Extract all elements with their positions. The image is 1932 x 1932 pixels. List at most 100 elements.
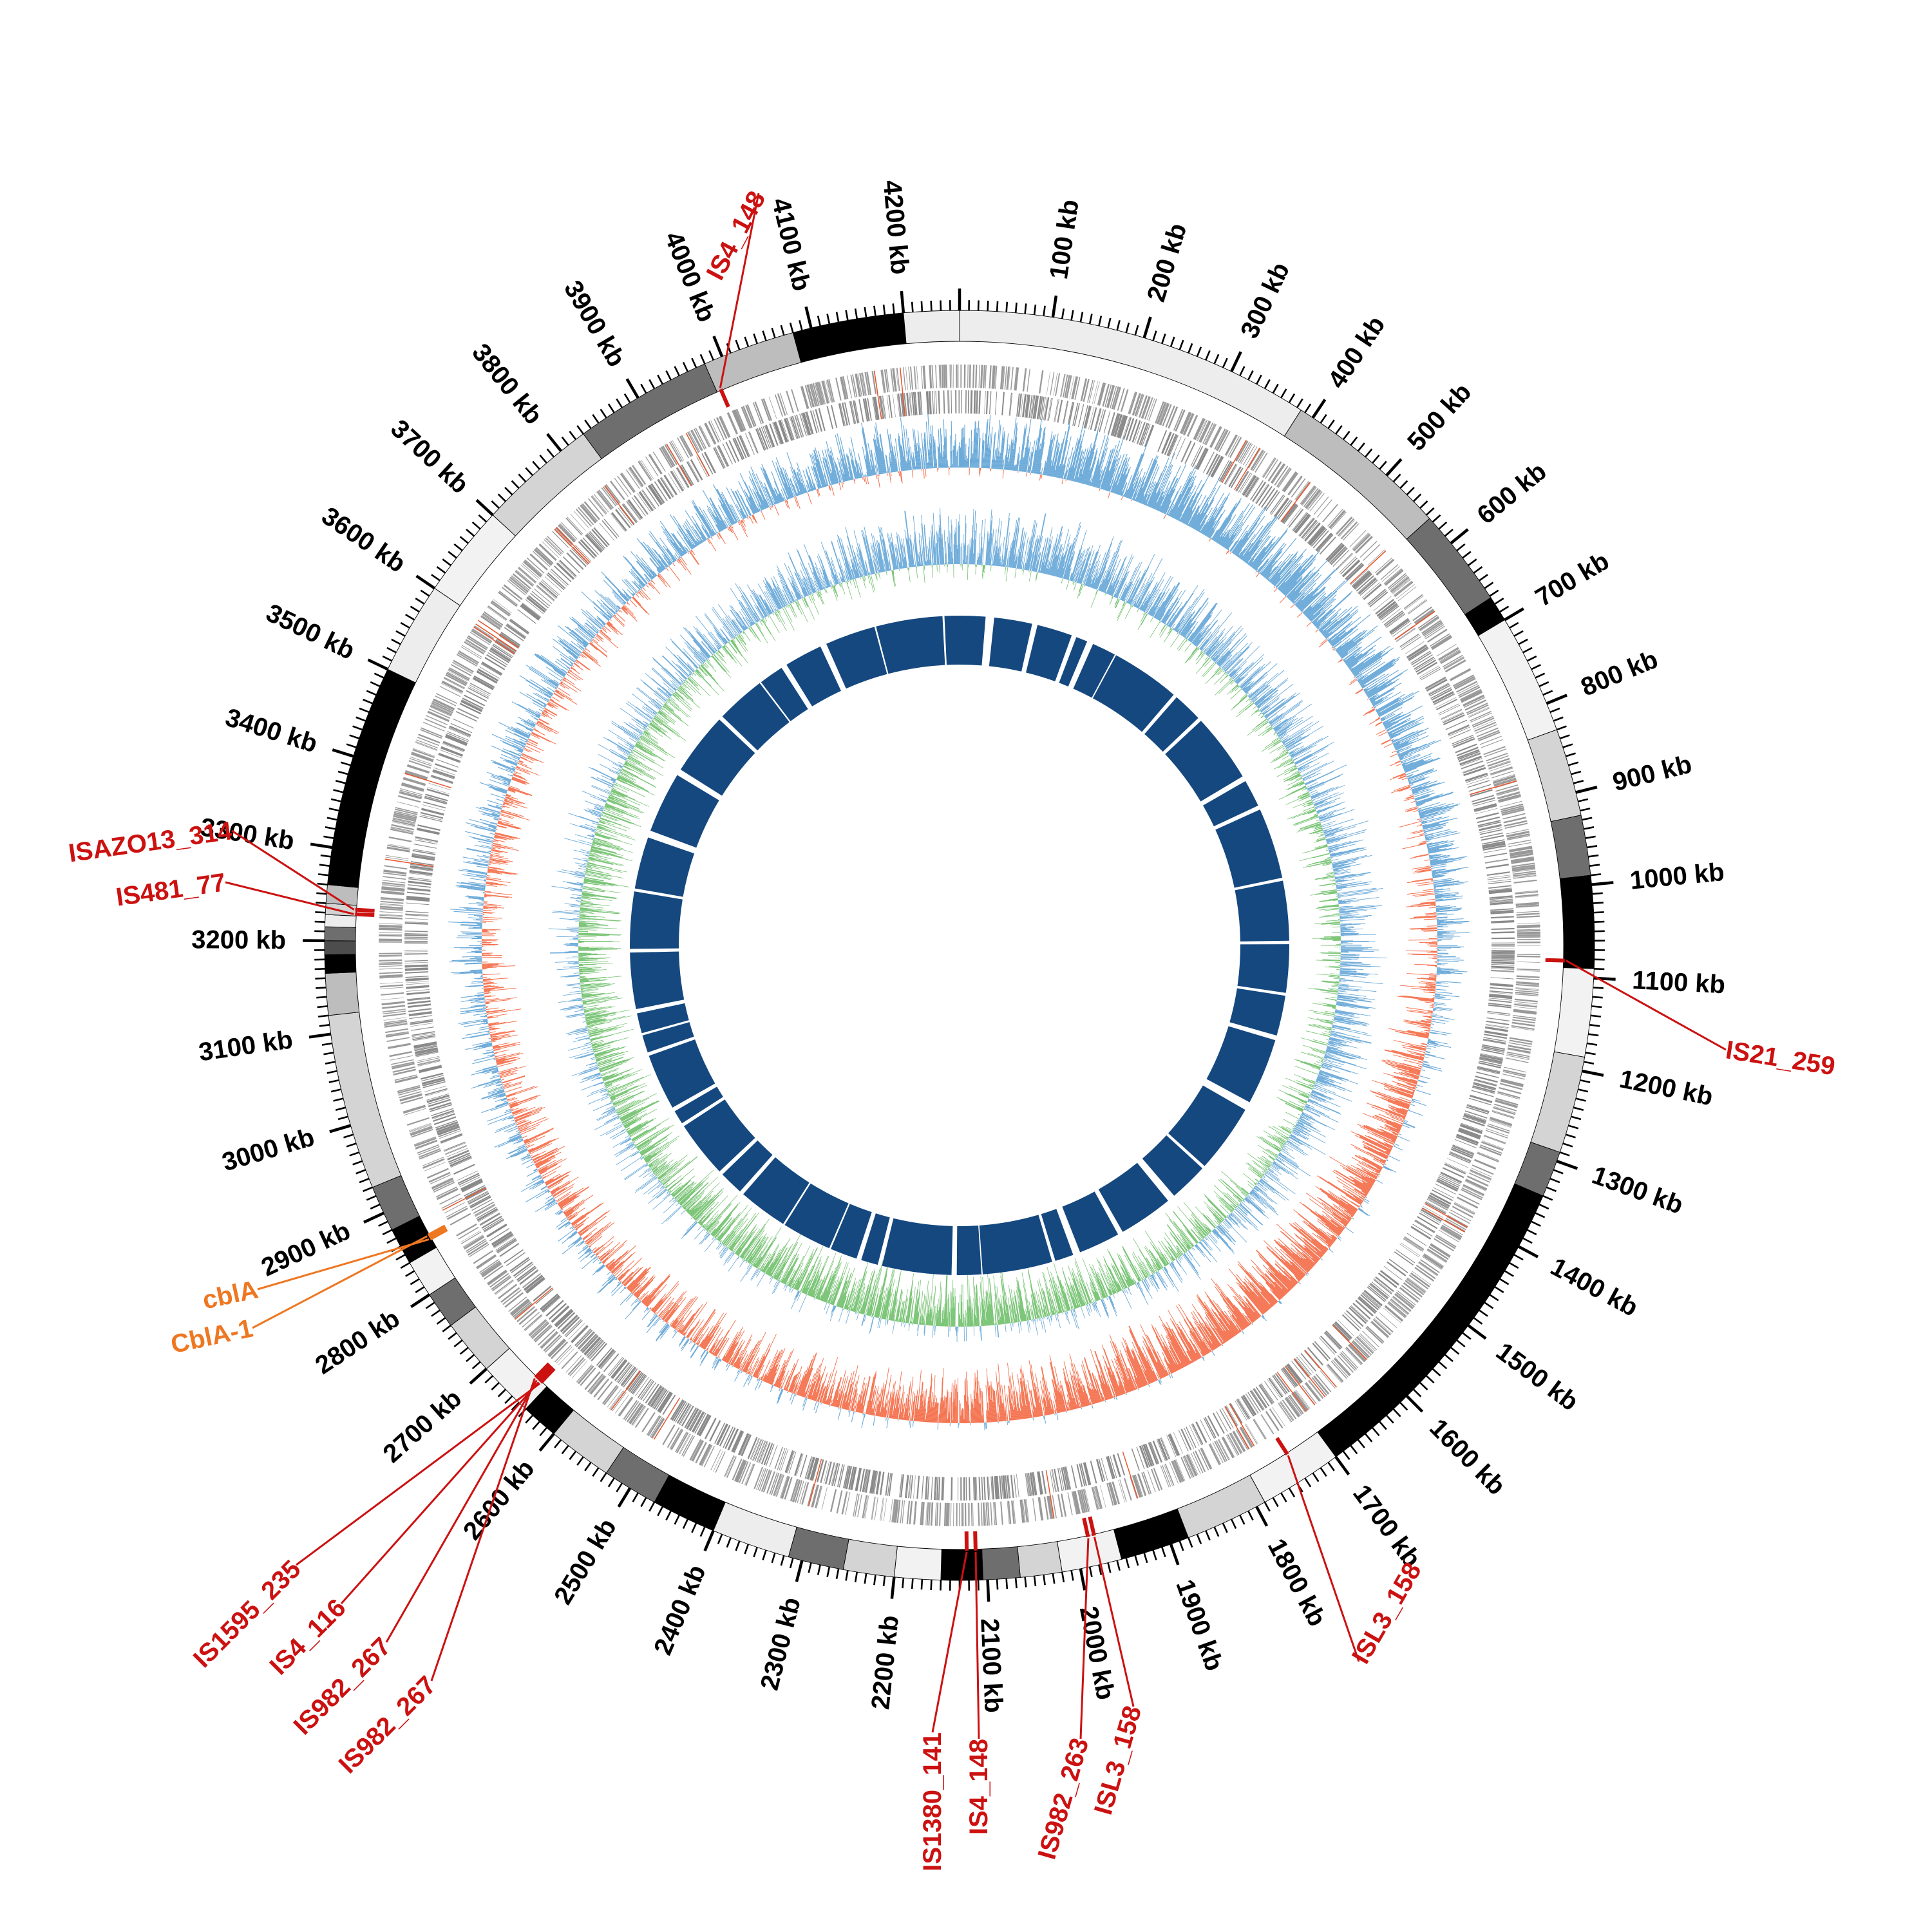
gene-feature	[1023, 394, 1027, 418]
axis-tick-label: 1000 kb	[1629, 858, 1725, 895]
gene-feature	[1036, 396, 1042, 420]
axis-minor-tick	[1509, 621, 1519, 629]
axis-minor-tick	[1573, 779, 1584, 784]
gene-feature	[1441, 708, 1463, 719]
gene-feature	[984, 365, 987, 388]
gene-feature	[1489, 895, 1513, 899]
gene-feature	[1420, 1211, 1441, 1224]
gene-feature	[1309, 527, 1325, 545]
axis-minor-tick	[448, 1332, 457, 1340]
gene-feature	[379, 981, 403, 984]
gene-feature	[1236, 1428, 1249, 1450]
axis-minor-tick	[370, 681, 381, 687]
gene-feature	[1458, 753, 1481, 762]
axis-minor-tick	[1161, 1547, 1166, 1558]
gene-feature	[1441, 709, 1463, 720]
gene-feature	[569, 1358, 586, 1377]
gc-skew-negative-bar	[1389, 761, 1401, 766]
axis-minor-tick	[532, 460, 540, 470]
gene-feature	[1405, 641, 1425, 655]
axis-minor-tick	[346, 743, 357, 748]
gene-feature	[1421, 1209, 1442, 1222]
gene-feature	[1506, 1055, 1530, 1061]
gene-feature	[1389, 618, 1409, 634]
gene-feature	[1128, 392, 1137, 415]
gene-feature	[1515, 891, 1539, 895]
axis-minor-tick	[1350, 1444, 1358, 1455]
gene-feature	[1383, 1265, 1403, 1281]
gene-feature	[1376, 601, 1396, 616]
gene-feature	[1384, 569, 1403, 585]
gene-feature	[1463, 1115, 1486, 1124]
gene-feature	[784, 1450, 793, 1473]
gene-feature	[1339, 519, 1356, 537]
gene-feature	[1340, 521, 1358, 540]
gene-feature	[1457, 749, 1480, 759]
gc-skew-negative-bar	[1411, 878, 1433, 882]
gene-feature	[1448, 725, 1470, 735]
gene-feature	[1463, 1117, 1485, 1126]
axis-minor-tick	[400, 621, 410, 629]
gene-feature	[404, 930, 428, 933]
gene-feature	[1218, 1439, 1230, 1460]
gene-feature	[1467, 1175, 1489, 1186]
gene-feature	[1413, 607, 1432, 621]
gene-feature	[1179, 412, 1190, 433]
gene-feature	[1405, 1280, 1425, 1296]
gene-feature	[1392, 578, 1410, 594]
gene-feature	[1503, 1066, 1527, 1073]
gene-feature	[1245, 1393, 1259, 1414]
gc-skew-positive-bar	[1436, 918, 1464, 921]
gene-feature	[1146, 398, 1155, 421]
gene-feature	[1428, 683, 1449, 694]
axis-minor-tick	[436, 566, 446, 574]
gene-feature	[1180, 1428, 1192, 1451]
gene-feature	[1094, 1486, 1101, 1510]
gene-feature	[457, 652, 478, 665]
gene-feature	[709, 1420, 721, 1441]
axis-tick-label: 2900 kb	[257, 1217, 355, 1282]
gene-feature	[1316, 499, 1332, 518]
gene-feature	[1132, 420, 1141, 443]
gene-feature	[975, 365, 978, 388]
gene-feature	[1493, 1106, 1516, 1113]
gene-feature	[710, 1449, 721, 1471]
axis-minor-tick	[321, 1042, 333, 1046]
gene-feature	[1491, 969, 1515, 972]
gene-feature	[1450, 669, 1472, 681]
gc-skew-negative-bar	[1424, 918, 1437, 920]
gene-feature	[1131, 1448, 1140, 1471]
gene-feature	[916, 366, 919, 390]
gene-feature	[971, 390, 973, 414]
axis-major-tick	[1518, 1245, 1539, 1258]
axis-minor-tick	[1593, 987, 1604, 989]
axis-minor-tick	[1489, 589, 1499, 597]
gene-feature	[1372, 1318, 1391, 1336]
gene-feature	[1142, 1472, 1152, 1494]
gene-feature	[491, 600, 511, 616]
gene-feature	[405, 911, 429, 913]
gene-feature	[1392, 623, 1412, 637]
gene-feature	[1218, 460, 1232, 482]
gene-feature	[403, 1106, 426, 1114]
axis-minor-tick	[374, 672, 384, 679]
gene-feature	[1495, 784, 1519, 792]
gene-feature	[534, 548, 553, 565]
axis-minor-tick	[1320, 1467, 1327, 1477]
gene-feature	[1491, 956, 1515, 958]
gene-feature	[1354, 574, 1373, 590]
gene-feature	[1300, 1352, 1316, 1372]
gene-feature	[1501, 808, 1524, 815]
gene-feature	[1516, 981, 1540, 984]
gene-feature	[1457, 1197, 1479, 1208]
gene-feature	[1082, 405, 1088, 428]
axis-minor-tick	[1134, 325, 1139, 336]
gene-feature	[1304, 1382, 1321, 1402]
gene-feature	[1489, 1119, 1512, 1127]
axis-minor-tick	[1575, 1097, 1586, 1102]
gene-feature	[1463, 768, 1486, 777]
gene-feature	[1016, 393, 1020, 417]
axis-major-tick	[617, 1487, 632, 1508]
gene-feature	[1292, 512, 1307, 531]
gene-feature	[1247, 448, 1261, 469]
